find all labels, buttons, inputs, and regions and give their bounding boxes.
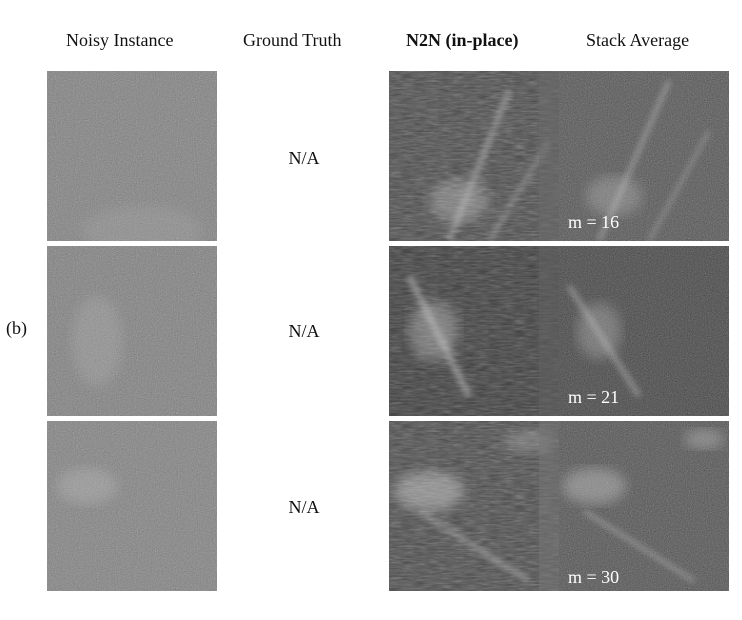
header-stack-average: Stack Average — [586, 30, 690, 50]
m-label: m = 21 — [568, 387, 620, 407]
n2n-image — [389, 246, 559, 416]
header-noisy-instance: Noisy Instance — [66, 30, 174, 50]
n2n-image — [389, 421, 559, 591]
m-label: m = 30 — [568, 567, 620, 587]
stack-average-image — [559, 71, 729, 241]
m-label: m = 16 — [568, 212, 620, 232]
stack-average-image — [559, 246, 729, 416]
noisy-image — [47, 71, 217, 241]
ground-truth-na: N/A — [288, 148, 320, 168]
stack-average-image — [559, 421, 729, 591]
noisy-image — [47, 246, 217, 416]
panel-label: (b) — [6, 318, 27, 338]
ground-truth-na: N/A — [288, 321, 320, 341]
header-n2n-in-place: N2N (in-place) — [406, 30, 519, 50]
ground-truth-na: N/A — [288, 497, 320, 517]
noisy-image — [47, 421, 217, 591]
header-ground-truth: Ground Truth — [243, 30, 342, 50]
n2n-image — [389, 71, 559, 241]
